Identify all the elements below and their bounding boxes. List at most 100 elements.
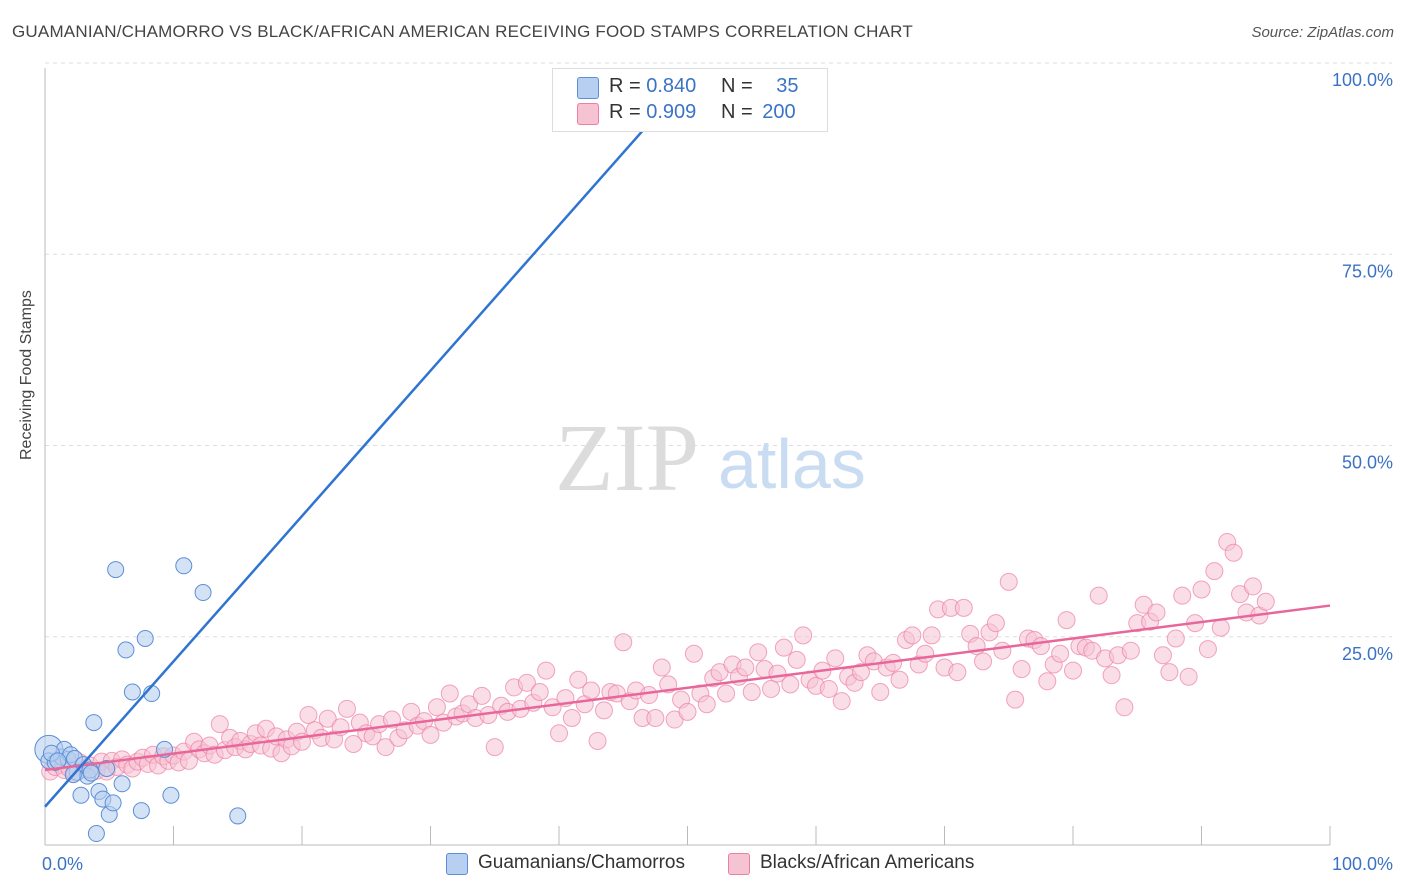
- data-point-blacks: [787, 650, 806, 669]
- legend-row-blue: R = 0.840 N = 35: [609, 75, 799, 99]
- data-point-guamanians: [85, 714, 103, 732]
- data-point-guamanians: [229, 807, 247, 825]
- data-point-blacks: [1031, 637, 1050, 656]
- data-point-blacks: [1173, 586, 1192, 605]
- data-point-guamanians: [87, 825, 105, 843]
- data-point-guamanians: [72, 786, 90, 804]
- data-point-blacks: [1012, 660, 1031, 679]
- data-point-blacks: [781, 675, 800, 694]
- bottom-legend-label: Blacks/African Americans: [760, 852, 975, 873]
- grid-lines: [45, 62, 1392, 638]
- data-point-blacks: [299, 705, 318, 724]
- data-point-blacks: [749, 643, 768, 662]
- data-point-blacks: [993, 641, 1012, 660]
- data-point-blacks: [594, 701, 613, 720]
- data-point-guamanians: [136, 629, 154, 647]
- data-point-blacks: [569, 670, 588, 689]
- y-tick-label: 75.0%: [1342, 261, 1393, 281]
- data-point-guamanians: [123, 683, 141, 701]
- data-point-guamanians: [175, 557, 193, 575]
- legend-n-label: N =: [721, 101, 759, 123]
- legend-row-pink: R = 0.909 N = 200: [609, 101, 796, 125]
- legend-swatch-blue: [577, 77, 599, 99]
- data-point-blacks: [986, 614, 1005, 633]
- data-point-blacks: [1006, 690, 1025, 709]
- data-point-guamanians: [132, 802, 150, 820]
- data-point-blacks: [550, 724, 568, 743]
- data-point-blacks: [517, 673, 536, 692]
- x-tick-label: 0.0%: [42, 854, 83, 874]
- data-point-blacks: [1147, 603, 1166, 622]
- data-point-blacks: [999, 572, 1018, 591]
- data-point-blacks: [537, 661, 556, 680]
- data-point-blacks: [832, 692, 851, 711]
- y-axis-label: Receiving Food Stamps: [18, 290, 35, 460]
- legend-swatch-pink: [577, 103, 599, 125]
- data-point-blacks: [922, 626, 941, 645]
- bottom-swatch-pink: [728, 853, 750, 875]
- data-point-blacks: [427, 698, 446, 717]
- data-point-blacks: [376, 738, 395, 757]
- data-point-blacks: [717, 684, 736, 703]
- data-point-blacks: [1224, 543, 1243, 562]
- bottom-swatch-blue: [446, 853, 468, 875]
- data-point-blacks: [826, 649, 845, 668]
- data-point-blacks: [472, 686, 491, 705]
- data-point-blacks: [1051, 644, 1070, 663]
- data-point-blacks: [871, 683, 890, 701]
- data-point-blacks: [736, 658, 755, 677]
- data-point-blacks: [890, 670, 909, 689]
- data-point-guamanians: [117, 641, 135, 659]
- data-point-blacks: [1064, 661, 1082, 680]
- legend-r-value: 0.840: [646, 75, 697, 97]
- data-point-guamanians: [104, 794, 122, 812]
- chart-title: GUAMANIAN/CHAMORRO VS BLACK/AFRICAN AMER…: [12, 22, 913, 41]
- data-point-blacks: [678, 702, 697, 721]
- legend-n-value: 35: [776, 75, 799, 97]
- series-blacks-points: [41, 533, 1275, 782]
- data-point-blacks: [646, 709, 665, 728]
- data-point-blacks: [916, 644, 935, 663]
- data-point-guamanians: [113, 775, 131, 793]
- data-point-blacks: [1102, 666, 1121, 685]
- trend-line-guamanians: [44, 79, 689, 808]
- bottom-legend-label: Guamanians/Chamorros: [478, 852, 685, 873]
- data-point-blacks: [762, 679, 781, 698]
- data-point-blacks: [440, 684, 459, 703]
- legend-r-label: R =: [609, 75, 647, 97]
- data-point-blacks: [794, 626, 813, 645]
- trend-lines: [44, 79, 1331, 808]
- legend-r-value: 0.909: [646, 101, 697, 123]
- data-point-blacks: [421, 725, 440, 744]
- data-point-blacks: [582, 681, 601, 700]
- x-tick-label: 100.0%: [1332, 854, 1393, 874]
- data-point-blacks: [1160, 663, 1179, 682]
- watermark-zip: ZIP: [555, 404, 699, 511]
- tick-labels: 25.0% 50.0% 75.0% 100.0% 0.0% 100.0%: [42, 70, 1393, 874]
- data-point-blacks: [485, 738, 504, 757]
- y-tick-label: 100.0%: [1332, 70, 1393, 90]
- trend-line-blacks: [44, 604, 1331, 772]
- data-point-blacks: [819, 679, 838, 698]
- data-point-guamanians: [162, 786, 180, 804]
- y-tick-label: 25.0%: [1342, 644, 1393, 664]
- data-point-blacks: [1256, 592, 1275, 611]
- data-point-blacks: [1198, 640, 1217, 659]
- data-point-blacks: [697, 695, 716, 714]
- data-point-blacks: [851, 663, 870, 682]
- data-point-blacks: [318, 709, 337, 728]
- data-point-blacks: [1243, 577, 1262, 596]
- data-point-guamanians: [107, 561, 125, 579]
- data-point-guamanians: [98, 760, 116, 777]
- data-point-blacks: [210, 715, 229, 734]
- y-tick-label: 50.0%: [1342, 453, 1393, 473]
- data-point-blacks: [382, 710, 401, 729]
- data-point-blacks: [1115, 698, 1134, 717]
- data-point-blacks: [639, 686, 658, 705]
- data-point-blacks: [1179, 667, 1198, 686]
- legend-n-value: 200: [762, 101, 796, 123]
- legend-r-label: R =: [609, 101, 647, 123]
- data-point-blacks: [344, 735, 363, 754]
- correlation-legend: R = 0.840 N = 35 R = 0.909 N = 200: [552, 68, 828, 132]
